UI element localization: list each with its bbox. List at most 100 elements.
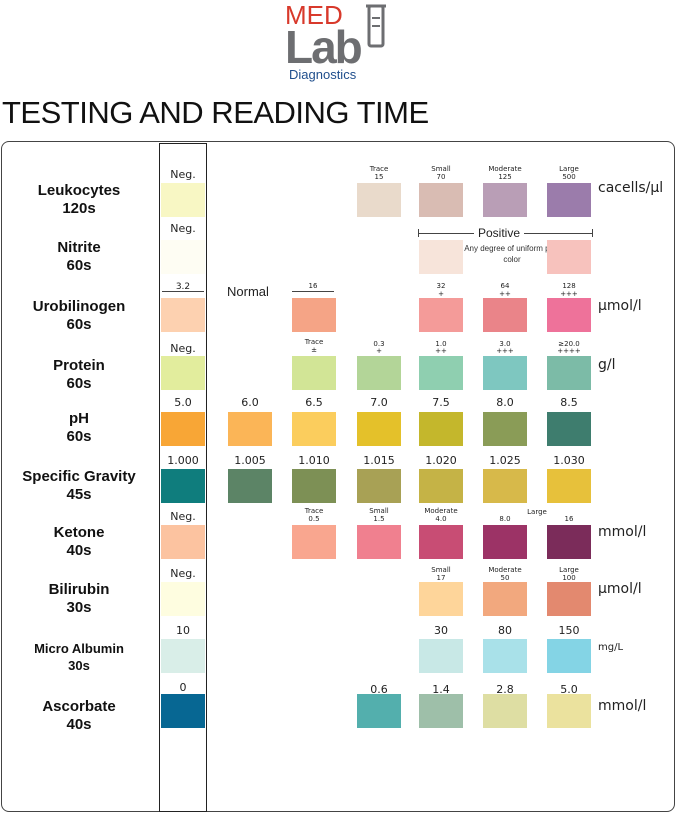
ascorbate-5-0-label: 5.0: [560, 683, 578, 696]
protein-plus-2-label: ++: [435, 347, 447, 355]
swatch-albumin-10: [161, 639, 205, 673]
swatch-protein-3-0: [483, 356, 527, 390]
swatch-protein-1-0: [419, 356, 463, 390]
uro-arrow-3-2: [162, 291, 204, 292]
ascorbate-0-6-label: 0.6: [370, 683, 388, 696]
ph-6-0-label: 6.0: [241, 396, 259, 409]
swatch-leuko-70: [419, 183, 463, 217]
uro-16-label: 16: [308, 282, 318, 290]
swatch-leuko-500: [547, 183, 591, 217]
swatch-sg-1-030: [547, 469, 591, 503]
albumin-10-label: 10: [176, 624, 190, 637]
swatch-protein-20-0: [547, 356, 591, 390]
protein-0-3-label: 0.3: [373, 340, 385, 348]
swatch-protein-trace: [292, 356, 336, 390]
swatch-bili-100: [547, 582, 591, 616]
swatch-ph-6-5: [292, 412, 336, 446]
sg-1-030-label: 1.030: [553, 454, 585, 467]
ketone-0-5-label: 0.5: [308, 515, 320, 523]
albumin-150-label: 150: [558, 624, 580, 637]
logo-med-text: MED: [285, 0, 343, 30]
swatch-ketone-neg: [161, 525, 205, 559]
row-label-ph: pH 60s: [66, 410, 92, 445]
ketone-8-0-label: 8.0: [499, 515, 511, 523]
swatch-ketone-1-5: [357, 525, 401, 559]
swatch-protein-neg: [161, 356, 205, 390]
swatch-sg-1-005: [228, 469, 272, 503]
sg-1-010-label: 1.010: [298, 454, 330, 467]
swatch-uro-64: [483, 298, 527, 332]
ascorbate-1-4-label: 1.4: [432, 683, 450, 696]
page-title: TESTING AND READING TIME: [2, 95, 429, 130]
swatch-ascorbate-2-8: [483, 694, 527, 728]
sg-1-000-label: 1.000: [167, 454, 199, 467]
swatch-ph-7-0: [357, 412, 401, 446]
row-label-leukocytes: Leukocytes 120s: [37, 182, 121, 217]
swatch-nitrite-neg: [161, 240, 205, 274]
unit-protein: g/l: [598, 357, 616, 373]
nitrite-positive-label: Positive: [474, 226, 525, 240]
unit-urobilinogen: μmol/l: [598, 298, 642, 314]
protein-plus-4-label: ++++: [557, 347, 581, 355]
swatch-nitrite-positive-dark: [547, 240, 591, 274]
swatch-ascorbate-0: [161, 694, 205, 728]
uro-normal-label: Normal: [227, 284, 269, 299]
swatch-ph-5-0: [161, 412, 205, 446]
leuko-125-label: 125: [498, 173, 512, 181]
reading-chart-panel: [1, 141, 675, 812]
nitrite-neg-label: Neg.: [170, 222, 196, 235]
uro-64-label: 64: [500, 282, 510, 290]
row-label-specific-gravity: Specific Gravity 45s: [22, 468, 136, 503]
protein-pm-label: ±: [311, 346, 317, 354]
logo-diagnostics-text: Diagnostics: [289, 67, 357, 82]
sg-1-005-label: 1.005: [234, 454, 266, 467]
swatch-sg-1-000: [161, 469, 205, 503]
row-label-bilirubin: Bilirubin 30s: [48, 581, 110, 616]
leuko-neg-label: Neg.: [170, 168, 196, 181]
swatch-ascorbate-0-6: [357, 694, 401, 728]
swatch-bili-17: [419, 582, 463, 616]
swatch-bili-neg: [161, 582, 205, 616]
strip-column-outline: [159, 143, 207, 812]
swatch-albumin-30: [419, 639, 463, 673]
row-label-protein: Protein 60s: [53, 357, 105, 392]
ph-7-5-label: 7.5: [432, 396, 450, 409]
swatch-ascorbate-1-4: [419, 694, 463, 728]
swatch-uro-3-2: [161, 298, 205, 332]
swatch-protein-0-3: [357, 356, 401, 390]
medlab-logo: MED Lab Diagnostics: [283, 2, 403, 84]
unit-leukocytes: cacells/μl: [598, 180, 664, 196]
leuko-15-label: 15: [374, 173, 384, 181]
bili-17-label: 17: [436, 574, 446, 582]
row-label-urobilinogen: Urobilinogen 60s: [32, 298, 126, 333]
albumin-30-label: 30: [434, 624, 448, 637]
sg-1-025-label: 1.025: [489, 454, 521, 467]
leuko-trace-label: Trace: [369, 165, 389, 173]
swatch-ketone-0-5: [292, 525, 336, 559]
swatch-uro-128: [547, 298, 591, 332]
bili-small-label: Small: [431, 566, 451, 574]
ph-8-0-label: 8.0: [496, 396, 514, 409]
uro-128-label: 128: [562, 282, 576, 290]
protein-trace-label: Trace: [304, 338, 324, 346]
swatch-leuko-neg: [161, 183, 205, 217]
swatch-ketone-4-0: [419, 525, 463, 559]
swatch-ketone-16: [547, 525, 591, 559]
unit-micro-albumin: mg/L: [598, 642, 624, 653]
uro-plus-3-label: +++: [560, 290, 578, 298]
swatch-albumin-80: [483, 639, 527, 673]
protein-plus-1-label: +: [376, 347, 382, 355]
flask-icon: [366, 4, 386, 48]
logo-lab-text: Lab: [285, 21, 363, 73]
ascorbate-2-8-label: 2.8: [496, 683, 514, 696]
row-label-nitrite: Nitrite 60s: [57, 239, 101, 274]
swatch-sg-1-015: [357, 469, 401, 503]
uro-3-2-label: 3.2: [175, 282, 191, 292]
uro-plus-1-label: +: [438, 290, 444, 298]
swatch-ph-6-0: [228, 412, 272, 446]
swatch-sg-1-010: [292, 469, 336, 503]
leuko-large-label: Large: [559, 165, 579, 173]
ph-8-5-label: 8.5: [560, 396, 578, 409]
ketone-1-5-label: 1.5: [373, 515, 385, 523]
bili-50-label: 50: [500, 574, 510, 582]
